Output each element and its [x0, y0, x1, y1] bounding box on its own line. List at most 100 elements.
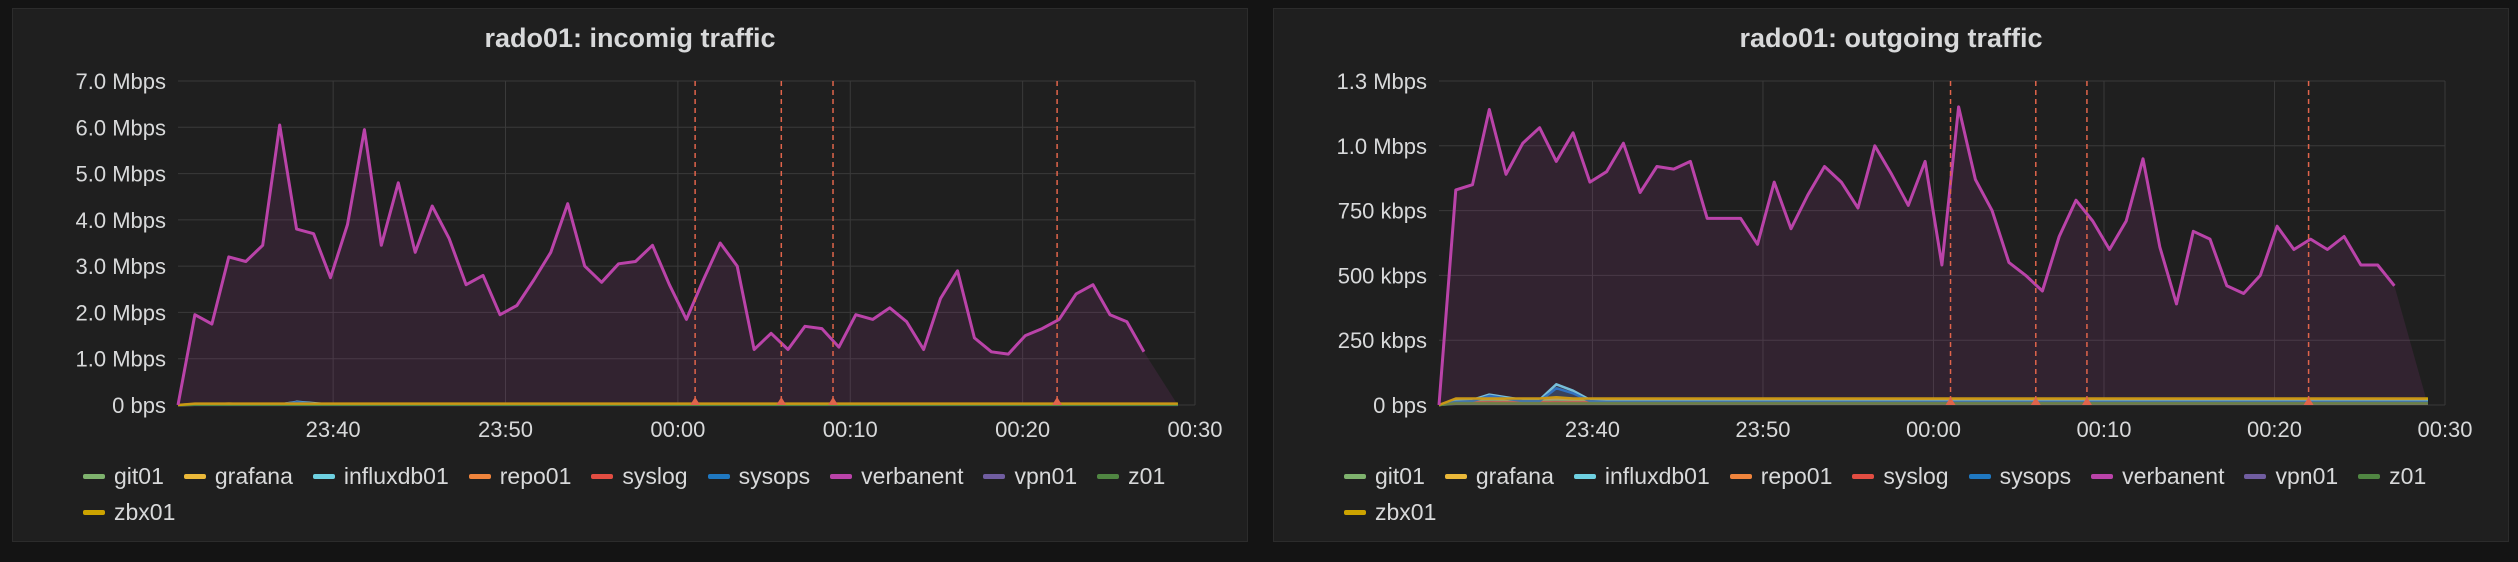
- legend-swatch: [1852, 473, 1875, 479]
- legend-label: grafana: [214, 462, 293, 489]
- series-line-zbx01: [177, 402, 1178, 407]
- outgoing-traffic-chart: 0 bps 250 kbps 500 kbps 750 kbps 1.0 Mbps 1.3…: [1337, 69, 2473, 442]
- legend-label: verbanent: [861, 462, 964, 489]
- legend-label: repo01: [499, 462, 572, 489]
- legend-item-syslog[interactable]: syslog: [1852, 461, 1949, 491]
- y-tick-label: 5.0 Mbps: [76, 162, 167, 187]
- legend-swatch: [1097, 473, 1120, 479]
- incoming-traffic-chart: 0 bps 1.0 Mbps 2.0 Mbps 3.0 Mbps 4.0 Mbps 5.0…: [76, 69, 1223, 442]
- x-tick-label: 00:30: [2417, 417, 2472, 442]
- legend-label: zbx01: [114, 498, 176, 525]
- legend-swatch: [983, 473, 1006, 479]
- legend-item-git01[interactable]: git01: [83, 461, 164, 491]
- series-line-sysops: [1438, 386, 2428, 407]
- legend-item-z01[interactable]: z01: [1097, 461, 1165, 491]
- legend: git01 grafana influxdb01 repo01 syslog sysops…: [83, 461, 1223, 527]
- y-tick-label: 0 bps: [112, 393, 166, 418]
- legend-item-verbanent[interactable]: verbanent: [830, 461, 963, 491]
- y-tick-label: 6.0 Mbps: [76, 115, 167, 140]
- x-tick-label: 23:40: [1565, 417, 1620, 442]
- legend-swatch: [312, 473, 335, 479]
- y-tick-label: 2.0 Mbps: [76, 300, 167, 325]
- x-tick-label: 00:10: [823, 417, 878, 442]
- legend-swatch: [183, 473, 206, 479]
- legend-label: syslog: [622, 462, 688, 489]
- y-tick-label: 1.0 Mbps: [76, 347, 167, 372]
- series-line-z01: [1438, 402, 2428, 407]
- series-line-zbx01: [1438, 395, 2428, 407]
- legend-label: sysops: [1999, 462, 2072, 489]
- legend-item-zbx01[interactable]: zbx01: [83, 497, 175, 527]
- annotation-marker: [2030, 397, 2041, 405]
- legend-item-influxdb01[interactable]: influxdb01: [1573, 461, 1710, 491]
- x-tick-label: 00:20: [2247, 417, 2302, 442]
- y-tick-label: 0 bps: [1373, 393, 1427, 418]
- legend-label: zbx01: [1375, 498, 1437, 525]
- panel-title[interactable]: rado01: incomig traffic: [484, 23, 776, 53]
- legend-swatch: [2358, 473, 2381, 479]
- legend-swatch: [1729, 473, 1752, 479]
- legend: git01 grafana influxdb01 repo01 syslog sysops…: [1344, 461, 2484, 527]
- outgoing-traffic-panel: rado01: outgoing traffic 0 bps 250 kbps 50…: [1273, 8, 2509, 542]
- legend-item-vpn01[interactable]: vpn01: [983, 461, 1077, 491]
- legend-item-syslog[interactable]: syslog: [591, 461, 688, 491]
- legend-label: influxdb01: [343, 462, 449, 489]
- legend-item-vpn01[interactable]: vpn01: [2244, 461, 2338, 491]
- panel-title[interactable]: rado01: outgoing traffic: [1739, 23, 2043, 53]
- x-tick-label: 00:00: [650, 417, 705, 442]
- legend-swatch: [1444, 473, 1467, 479]
- x-tick-label: 23:40: [306, 417, 361, 442]
- legend-label: git01: [1375, 462, 1425, 489]
- legend-item-sysops[interactable]: sysops: [707, 461, 811, 491]
- legend-item-repo01[interactable]: repo01: [1729, 461, 1833, 491]
- legend-swatch: [1344, 509, 1366, 515]
- legend-label: vpn01: [2275, 462, 2339, 489]
- series-line-verbanent: [1437, 105, 2396, 406]
- legend-label: git01: [114, 462, 164, 489]
- legend-label: grafana: [1475, 462, 1554, 489]
- legend-item-repo01[interactable]: repo01: [468, 461, 572, 491]
- legend-label: sysops: [738, 462, 811, 489]
- legend-swatch: [2244, 473, 2267, 479]
- legend-swatch: [1344, 473, 1366, 479]
- x-tick-label: 00:00: [1906, 417, 1961, 442]
- series-line-verbanent: [176, 123, 1146, 406]
- series-area-verbanent: [178, 125, 1178, 405]
- legend-label: repo01: [1760, 462, 1833, 489]
- legend-item-sysops[interactable]: sysops: [1968, 461, 2072, 491]
- legend-item-grafana[interactable]: grafana: [1444, 461, 1554, 491]
- y-tick-label: 500 kbps: [1338, 263, 1427, 288]
- legend-swatch: [2091, 473, 2114, 479]
- y-tick-label: 750 kbps: [1338, 199, 1427, 224]
- legend-label: z01: [2389, 462, 2427, 489]
- legend-swatch: [83, 473, 105, 479]
- x-tick-label: 23:50: [1735, 417, 1790, 442]
- y-tick-label: 250 kbps: [1338, 328, 1427, 353]
- legend-item-grafana[interactable]: grafana: [183, 461, 293, 491]
- legend-swatch: [83, 509, 105, 515]
- legend-item-git01[interactable]: git01: [1344, 461, 1425, 491]
- legend-label: vpn01: [1014, 462, 1078, 489]
- x-tick-label: 23:50: [478, 417, 533, 442]
- legend-item-influxdb01[interactable]: influxdb01: [312, 461, 449, 491]
- legend-label: z01: [1128, 462, 1166, 489]
- legend-swatch: [591, 473, 614, 479]
- legend-item-verbanent[interactable]: verbanent: [2091, 461, 2224, 491]
- x-tick-label: 00:30: [1167, 417, 1222, 442]
- x-tick-label: 00:20: [995, 417, 1050, 442]
- legend-swatch: [1968, 473, 1991, 479]
- annotation-marker: [1945, 397, 1956, 405]
- annotation-marker: [828, 397, 839, 405]
- legend-item-zbx01[interactable]: zbx01: [1344, 497, 1436, 527]
- incoming-traffic-panel: rado01: incomig traffic 0 bps 1.0 Mbps 2.0…: [12, 8, 1248, 542]
- y-tick-label: 4.0 Mbps: [76, 208, 167, 233]
- legend-swatch: [1573, 473, 1596, 479]
- y-tick-label: 3.0 Mbps: [76, 254, 167, 279]
- annotation-marker: [2081, 397, 2092, 405]
- legend-label: influxdb01: [1604, 462, 1710, 489]
- legend-item-z01[interactable]: z01: [2358, 461, 2426, 491]
- y-tick-label: 7.0 Mbps: [76, 69, 167, 94]
- legend-label: syslog: [1883, 462, 1949, 489]
- annotation-marker: [690, 397, 701, 405]
- legend-label: verbanent: [2122, 462, 2225, 489]
